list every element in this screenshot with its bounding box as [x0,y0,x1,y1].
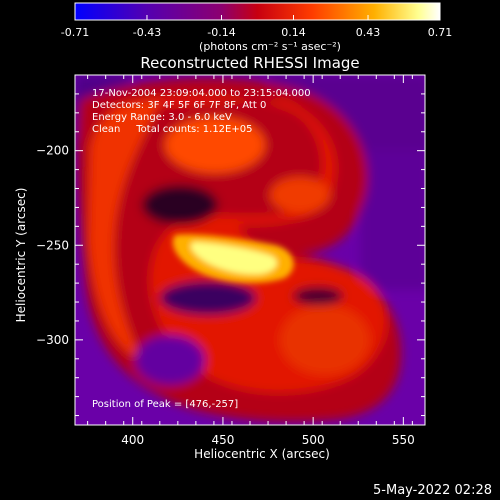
annotation-block: 17-Nov-2004 23:09:04.000 to 23:15:04.000… [92,88,311,135]
colorbar-tick-label: 0.43 [356,26,381,39]
peak-position-label: Position of Peak = [476,-257] [92,399,238,410]
annotation-energy: Energy Range: 3.0 - 6.0 keV [92,112,232,123]
y-tick-label: −300 [36,333,69,347]
colorbar-ticks: -0.71 -0.43 -0.14 0.14 0.43 0.71 [61,15,452,39]
colorbar-tick-label: -0.14 [207,26,235,39]
colorbar-unit-label: (photons cm⁻² s⁻¹ asec⁻²) [199,40,341,53]
colorbar: -0.71 -0.43 -0.14 0.14 0.43 0.71 (photons cm⁻… [61,2,452,53]
heatmap-image [75,75,425,425]
annotation-detectors: Detectors: 3F 4F 5F 6F 7F 8F, Att 0 [92,100,266,111]
x-tick-label: 400 [121,433,144,447]
x-axis-label: Heliocentric X (arcsec) [194,447,330,461]
colorbar-tick-label: 0.14 [281,26,306,39]
x-tick-label: 450 [211,433,234,447]
annotation-clean-counts: Clean Total counts: 1.12E+05 [92,124,252,135]
x-tick-label: 500 [302,433,325,447]
colorbar-tick-label: 0.71 [428,26,453,39]
y-tick-label: −200 [36,144,69,158]
chart-title: Reconstructed RHESSI Image [140,54,359,72]
axis-ticks: 400 450 500 550 −200 −250 −300 [36,75,425,447]
y-axis-label: Heliocentric Y (arcsec) [14,188,28,323]
x-tick-label: 550 [392,433,415,447]
colorbar-gradient [74,2,441,21]
colorbar-tick-label: -0.71 [61,26,89,39]
annotation-time: 17-Nov-2004 23:09:04.000 to 23:15:04.000 [92,88,311,99]
colorbar-tick-label: -0.43 [133,26,161,39]
y-tick-label: −250 [36,238,69,252]
footer-date: 5-May-2022 02:28 [373,483,492,498]
